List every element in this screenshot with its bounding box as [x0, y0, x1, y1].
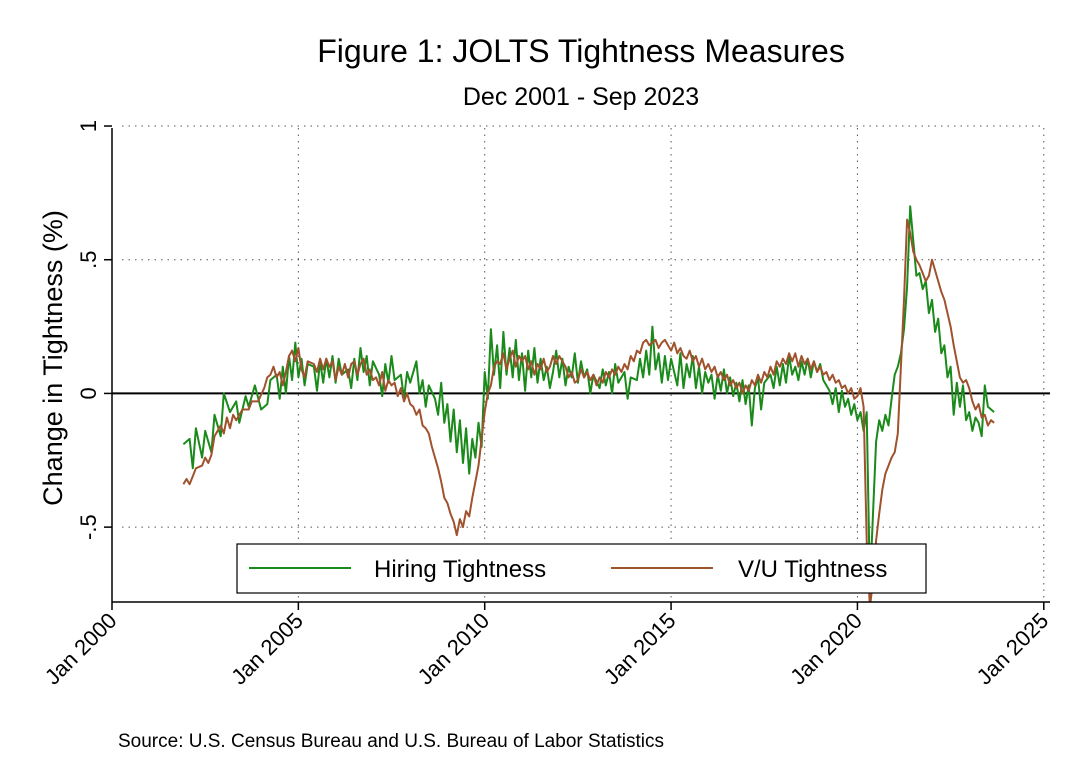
series-layer	[182, 205, 995, 602]
legend-label-vu: V/U Tightness	[738, 556, 887, 583]
y-tick-label: 1	[76, 120, 101, 132]
x-tick-label: Jan 2020	[785, 608, 867, 690]
y-tick-label: -.5	[76, 514, 101, 540]
axes: -.5 0 .5 1 Jan 2000 Jan 2005 Jan 2010 Jan 2015 J…	[40, 120, 1053, 690]
series-line-vu	[182, 218, 995, 602]
chart-subtitle: Dec 2001 - Sep 2023	[463, 83, 699, 111]
legend-box	[236, 543, 927, 594]
chart-title: Figure 1: JOLTS Tightness Measures	[317, 33, 845, 69]
series-line-hiring	[182, 205, 995, 587]
y-axis-label: Change in Tightness (%)	[38, 210, 68, 506]
source-note: Source: U.S. Census Bureau and U.S. Bure…	[118, 731, 664, 752]
x-tick-label: Jan 2005	[226, 608, 308, 690]
x-tick-label: Jan 2015	[599, 608, 681, 690]
grid-lines	[111, 125, 1045, 602]
x-tick-label: Jan 2025	[972, 608, 1054, 690]
x-tick-label: Jan 2000	[40, 608, 122, 690]
y-tick-label: 0	[76, 387, 101, 399]
x-tick-label: Jan 2010	[413, 608, 495, 690]
y-tick-label: .5	[76, 251, 101, 269]
legend-label-hiring: Hiring Tightness	[374, 556, 546, 583]
legend: Hiring Tightness V/U Tightness	[236, 543, 927, 594]
